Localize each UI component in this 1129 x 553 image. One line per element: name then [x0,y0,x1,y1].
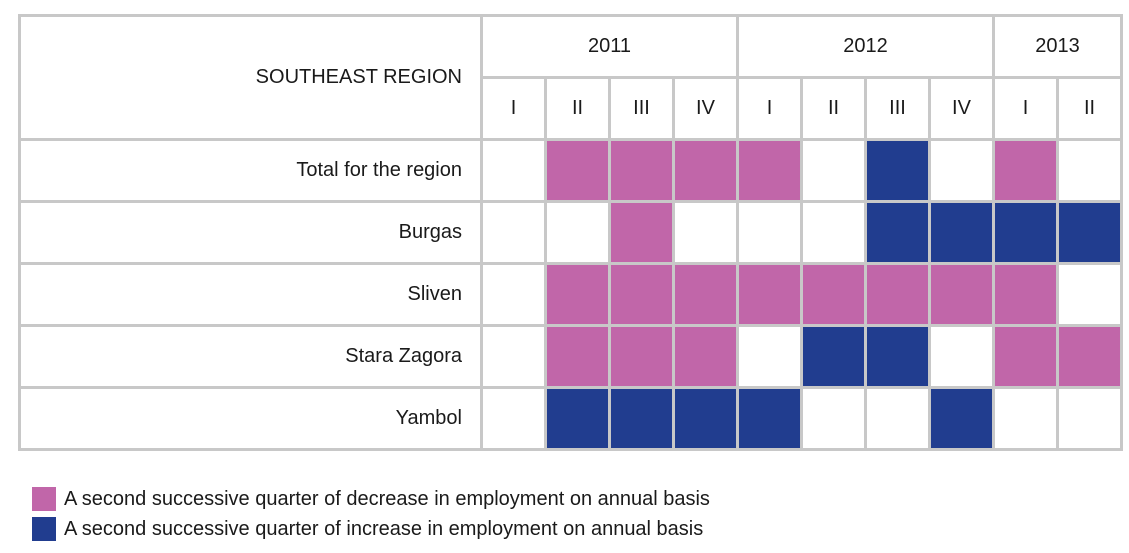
empty-cell [800,386,867,451]
quarter-header: I [480,76,547,141]
legend-label: A second successive quarter of increase … [64,517,704,540]
row-label: Yambol [18,386,483,451]
empty-cell [736,200,803,265]
empty-cell [736,324,803,389]
employment-grid: SOUTHEAST REGION 2011 2012 2013 I II III IV I II I… [18,14,1123,451]
empty-cell [800,138,867,203]
empty-cell [480,200,547,265]
legend-swatch [32,517,56,541]
increase-cell [864,138,931,203]
table-row: Total for the region [18,138,1123,203]
decrease-cell [1056,324,1123,389]
decrease-cell [608,262,675,327]
empty-cell [480,324,547,389]
decrease-cell [672,138,739,203]
row-label: Burgas [18,200,483,265]
increase-cell [736,386,803,451]
region-title: SOUTHEAST REGION [18,14,483,141]
decrease-cell [544,324,611,389]
row-label: Total for the region [18,138,483,203]
increase-cell [992,200,1059,265]
increase-cell [800,324,867,389]
quarter-header: III [864,76,931,141]
quarter-header: II [800,76,867,141]
quarter-header: II [544,76,611,141]
decrease-cell [992,262,1059,327]
decrease-cell [544,262,611,327]
empty-cell [864,386,931,451]
empty-cell [928,138,995,203]
increase-cell [672,386,739,451]
table-row: Stara Zagora [18,324,1123,389]
decrease-cell [672,262,739,327]
empty-cell [672,200,739,265]
quarter-header: I [992,76,1059,141]
decrease-cell [544,138,611,203]
quarter-header: I [736,76,803,141]
table-row: Yambol [18,386,1123,451]
decrease-cell [736,138,803,203]
empty-cell [992,386,1059,451]
legend-label: A second successive quarter of decrease … [64,487,710,510]
increase-cell [608,386,675,451]
decrease-cell [672,324,739,389]
year-header: 2011 [480,14,739,79]
increase-cell [1056,200,1123,265]
empty-cell [480,262,547,327]
empty-cell [480,386,547,451]
year-header: 2012 [736,14,995,79]
increase-cell [928,200,995,265]
empty-cell [480,138,547,203]
decrease-cell [608,138,675,203]
legend: A second successive quarter of decrease … [32,484,710,544]
quarter-header: II [1056,76,1123,141]
empty-cell [544,200,611,265]
table-row: Sliven [18,262,1123,327]
quarter-header: IV [672,76,739,141]
decrease-cell [928,262,995,327]
year-header: 2013 [992,14,1123,79]
decrease-cell [992,324,1059,389]
year-header-row: SOUTHEAST REGION 2011 2012 2013 [18,14,1123,141]
increase-cell [928,386,995,451]
legend-item: A second successive quarter of increase … [32,514,710,544]
decrease-cell [608,324,675,389]
decrease-cell [992,138,1059,203]
row-label: Sliven [18,262,483,327]
increase-cell [864,324,931,389]
legend-swatch [32,487,56,511]
decrease-cell [736,262,803,327]
quarter-header: III [608,76,675,141]
legend-item: A second successive quarter of decrease … [32,484,710,514]
decrease-cell [864,262,931,327]
quarter-header: IV [928,76,995,141]
empty-cell [1056,262,1123,327]
empty-cell [1056,138,1123,203]
increase-cell [864,200,931,265]
quarter-table: SOUTHEAST REGION 2011 2012 2013 I II III IV I II I… [18,14,1123,451]
increase-cell [544,386,611,451]
quarter-header-row: I II III IV I II III IV I II [20,76,1123,141]
decrease-cell [608,200,675,265]
empty-cell [928,324,995,389]
row-label: Stara Zagora [18,324,483,389]
empty-cell [1056,386,1123,451]
decrease-cell [800,262,867,327]
empty-cell [800,200,867,265]
table-row: Burgas [18,200,1123,265]
